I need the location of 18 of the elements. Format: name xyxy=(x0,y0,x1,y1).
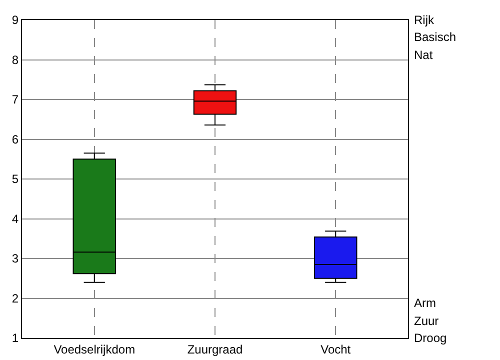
text: Rijk xyxy=(414,13,435,27)
x-tick-label: Zuurgraad xyxy=(187,342,243,356)
y-tick-label: 2 xyxy=(12,291,19,306)
y-tick-label: 7 xyxy=(12,92,19,107)
y-tick-label: 5 xyxy=(12,172,19,186)
y-tick-label: 4 xyxy=(12,212,19,226)
text: Arm xyxy=(414,296,436,310)
x-tick-label: Vocht xyxy=(320,342,352,356)
y-tick-label: 9 xyxy=(12,13,19,28)
y-tick-label: 8 xyxy=(12,52,19,67)
x-tick-label: Voedselrijkdom xyxy=(54,342,136,356)
y-tick-label: 6 xyxy=(12,132,19,146)
text: Zuur xyxy=(414,314,439,328)
y-tick-label: 1 xyxy=(12,331,19,346)
text: Basisch xyxy=(414,30,456,44)
y-tick-label: 3 xyxy=(12,252,19,266)
text: Droog xyxy=(414,331,447,345)
text: Nat xyxy=(414,48,434,62)
